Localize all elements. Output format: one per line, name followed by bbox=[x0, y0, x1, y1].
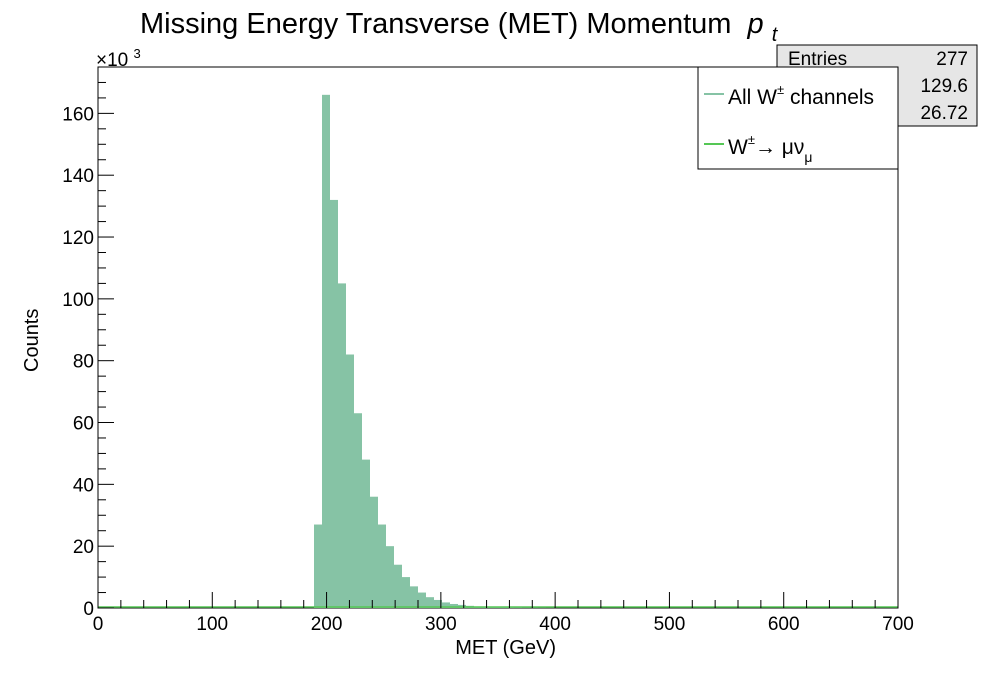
histogram-bar bbox=[370, 496, 378, 608]
histogram-bar bbox=[394, 564, 402, 608]
histogram-bar bbox=[378, 524, 386, 608]
y-axis-label: Counts bbox=[21, 309, 43, 372]
histogram-bar bbox=[450, 603, 458, 608]
histogram-bar bbox=[338, 283, 346, 608]
y-tick-label: 0 bbox=[83, 599, 94, 620]
chart-title-text: Missing Energy Transverse (MET) Momentum bbox=[140, 8, 731, 40]
x-tick-label: 400 bbox=[539, 614, 571, 635]
histogram-bar bbox=[322, 94, 330, 608]
y-tick-label: 40 bbox=[73, 475, 94, 496]
histogram-bar bbox=[386, 546, 394, 608]
histogram-bar bbox=[346, 354, 354, 608]
x-tick-label: 0 bbox=[93, 614, 104, 635]
histogram-bar bbox=[418, 592, 426, 608]
x-axis-ticks: 0 100 200 300 400 500 600 700 bbox=[93, 592, 914, 635]
histogram-bars bbox=[314, 94, 554, 608]
x-tick-label: 300 bbox=[425, 614, 457, 635]
histogram-bar bbox=[354, 413, 362, 608]
chart-title: Missing Energy Transverse (MET) Momentum… bbox=[140, 8, 779, 46]
histogram-bar bbox=[402, 577, 410, 608]
x-axis-label: MET (GeV) bbox=[455, 637, 556, 659]
y-axis-ticks: 0 20 40 60 80 100 120 140 160 bbox=[62, 66, 114, 620]
stats-entries-label: Entries bbox=[788, 49, 847, 70]
x-tick-label: 500 bbox=[654, 614, 686, 635]
stats-mean-value: 129.6 bbox=[920, 76, 968, 97]
y-tick-label: 80 bbox=[73, 352, 94, 373]
legend-label-muon-channel: W±→ μνμ bbox=[728, 132, 812, 165]
histogram-bar bbox=[442, 602, 450, 608]
x-tick-label: 200 bbox=[311, 614, 343, 635]
x-tick-label: 600 bbox=[768, 614, 800, 635]
legend-box bbox=[697, 66, 899, 170]
y-tick-label: 120 bbox=[62, 228, 94, 249]
y-tick-label: 140 bbox=[62, 166, 94, 187]
x-tick-label: 700 bbox=[882, 614, 914, 635]
histogram-bar bbox=[426, 597, 434, 608]
histogram-bar bbox=[434, 599, 442, 608]
legend-label-all-channels: All W± channels bbox=[728, 82, 874, 109]
histogram-bar bbox=[362, 459, 370, 608]
y-axis-multiplier: ×10 3 bbox=[96, 46, 141, 71]
y-tick-label: 100 bbox=[62, 290, 94, 311]
y-tick-label: 20 bbox=[73, 537, 94, 558]
x-tick-label: 100 bbox=[196, 614, 228, 635]
stats-stddev-value: 26.72 bbox=[920, 103, 968, 124]
chart-title-subscript: t bbox=[772, 24, 779, 46]
y-tick-label: 60 bbox=[73, 414, 94, 435]
chart-title-symbol: p bbox=[747, 8, 764, 40]
histogram-bar bbox=[410, 586, 418, 608]
histogram-bar bbox=[330, 199, 338, 608]
stats-entries-value: 277 bbox=[936, 49, 968, 70]
y-axis-multiplier-base: ×10 bbox=[96, 50, 128, 71]
histogram-bar bbox=[314, 524, 322, 608]
y-axis-multiplier-exp: 3 bbox=[134, 46, 141, 61]
y-tick-label: 160 bbox=[62, 104, 94, 125]
legend: All W± channels W±→ μνμ bbox=[697, 66, 899, 170]
